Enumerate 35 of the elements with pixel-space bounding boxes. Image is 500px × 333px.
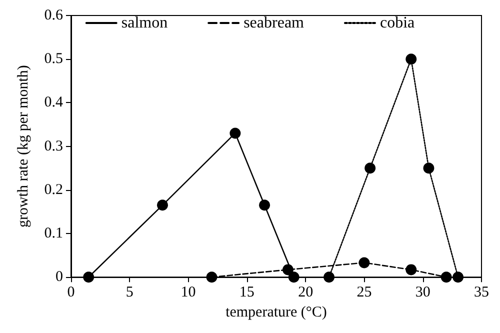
- legend-label: cobia: [380, 14, 415, 32]
- point: [406, 264, 417, 276]
- point: [156, 200, 168, 211]
- point: [440, 272, 452, 283]
- x-tick-label: 30: [415, 284, 430, 301]
- legend-label: seabream: [244, 14, 305, 32]
- point: [230, 128, 241, 139]
- point: [406, 54, 417, 65]
- x-tick-label: 25: [356, 284, 372, 301]
- y-tick-label: 0.1: [44, 226, 63, 242]
- y-tick-label: 0.4: [44, 94, 64, 111]
- x-tick-label: 20: [298, 284, 314, 301]
- y-axis-title: growth rate (kg per month): [16, 65, 32, 228]
- point: [206, 272, 218, 283]
- point: [282, 264, 294, 276]
- y-tick-label: 0.5: [44, 51, 63, 68]
- point: [83, 272, 94, 283]
- point: [452, 272, 464, 283]
- x-tick-label: 0: [67, 284, 75, 301]
- point: [364, 162, 376, 174]
- point: [324, 272, 335, 283]
- point: [358, 257, 370, 268]
- legend-label: salmon: [121, 14, 168, 32]
- point: [423, 162, 434, 174]
- x-tick-label: 15: [239, 284, 254, 301]
- x-axis-title: temperature (°C): [226, 304, 327, 320]
- y-tick-label: 0.3: [44, 138, 63, 154]
- y-tick-label: 0.6: [44, 8, 64, 24]
- point: [259, 200, 270, 211]
- x-tick-label: 10: [180, 284, 196, 301]
- point: [288, 272, 300, 283]
- x-tick-label: 35: [474, 284, 489, 301]
- x-tick-label: 5: [126, 284, 134, 301]
- y-tick-label: 0: [56, 269, 63, 286]
- y-tick-label: 0.2: [44, 182, 63, 198]
